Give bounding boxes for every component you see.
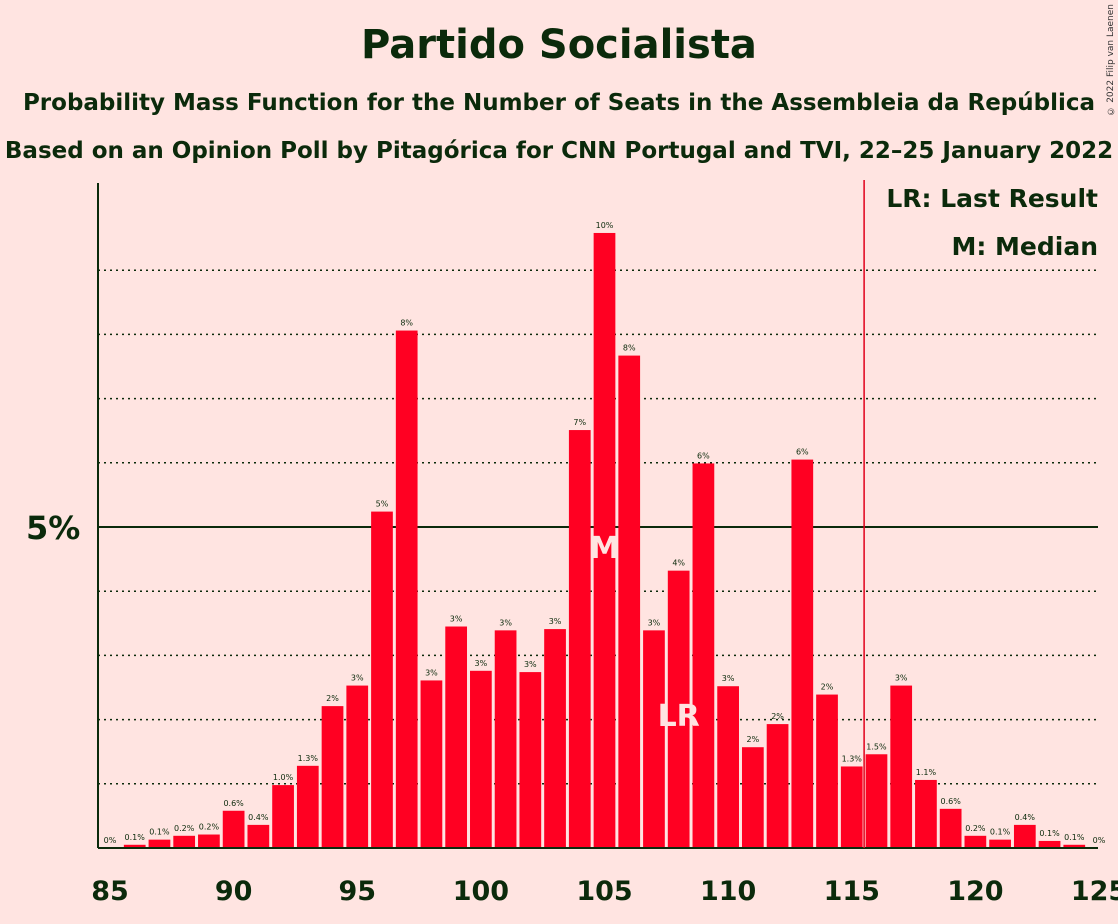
bar-seat-120 — [964, 835, 987, 848]
bar-seat-111 — [741, 747, 764, 848]
bar-seat-104 — [568, 430, 591, 848]
bar-label-seat-116: 1.5% — [866, 742, 887, 751]
bar-seat-92 — [272, 785, 294, 848]
bar-label-seat-102: 3% — [524, 660, 537, 669]
bar-seat-94 — [321, 706, 344, 848]
x-tick-label: 120 — [947, 876, 1003, 907]
bar-label-seat-92: 1.0% — [273, 773, 294, 782]
bar-label-seat-110: 3% — [722, 674, 735, 683]
y-tick-label: 5% — [26, 509, 80, 547]
bar-label-seat-113: 6% — [796, 448, 809, 457]
x-tick-label: 90 — [215, 876, 253, 907]
bar-seat-89 — [198, 834, 220, 848]
bar-label-seat-100: 3% — [475, 659, 488, 668]
x-tick-label: 105 — [576, 876, 632, 907]
last-result-marker: LR — [658, 699, 700, 734]
x-tick-label: 100 — [453, 876, 509, 907]
bar-label-seat-87: 0.1% — [149, 828, 170, 837]
bar-seat-99 — [445, 626, 468, 848]
bar-label-seat-97: 8% — [400, 319, 413, 328]
bar-label-seat-124: 0.1% — [1064, 833, 1085, 842]
bar-label-seat-95: 3% — [351, 674, 364, 683]
legend-last-result: LR: Last Result — [886, 184, 1098, 213]
bar-seat-90 — [222, 810, 245, 848]
bar-label-seat-117: 3% — [895, 674, 908, 683]
bar-label-seat-85: 0% — [104, 836, 117, 845]
bar-label-seat-98: 3% — [425, 668, 438, 677]
bar-seat-121 — [989, 839, 1011, 848]
legend-median: M: Median — [951, 232, 1098, 261]
chart-subtitle: Probability Mass Function for the Number… — [22, 90, 1096, 116]
bar-seat-101 — [494, 630, 517, 848]
bar-seat-107 — [643, 630, 665, 848]
bar-seat-118 — [915, 779, 937, 848]
bar-label-seat-119: 0.6% — [940, 797, 961, 806]
bar-seat-105 — [593, 232, 616, 849]
bar-label-seat-111: 2% — [746, 735, 759, 744]
bar-seat-102 — [519, 672, 542, 848]
bar-label-seat-90: 0.6% — [223, 799, 244, 808]
bar-label-seat-94: 2% — [326, 694, 339, 703]
bar-seat-88 — [173, 835, 196, 848]
bar-label-seat-121: 0.1% — [990, 828, 1011, 837]
bar-seat-113 — [791, 459, 814, 848]
x-tick-label: 95 — [338, 876, 376, 907]
bar-seat-106 — [618, 355, 641, 848]
bar-label-seat-120: 0.2% — [965, 824, 986, 833]
bar-label-seat-107: 3% — [648, 618, 661, 627]
bar-seat-116 — [865, 754, 888, 848]
bar-label-seat-93: 1.3% — [298, 754, 319, 763]
bar-label-seat-104: 7% — [573, 418, 586, 427]
bar-seat-108 — [667, 570, 690, 848]
bar-label-seat-118: 1.1% — [916, 768, 937, 777]
bar-seat-114 — [816, 694, 838, 848]
bar-label-seat-99: 3% — [450, 615, 463, 624]
bar-seat-109 — [692, 463, 715, 848]
bar-seat-95 — [346, 685, 369, 848]
x-tick-label: 125 — [1071, 876, 1118, 907]
bar-seat-124 — [1063, 844, 1086, 848]
bar-label-seat-96: 5% — [376, 500, 389, 509]
chart-subtitle-source: Based on an Opinion Poll by Pitagórica f… — [4, 138, 1114, 164]
bar-label-seat-108: 4% — [672, 559, 685, 568]
bar-label-seat-122: 0.4% — [1015, 813, 1036, 822]
median-marker: M — [590, 531, 620, 566]
bar-label-seat-91: 0.4% — [248, 813, 269, 822]
bar-seat-123 — [1038, 840, 1061, 848]
bar-seat-119 — [939, 808, 962, 848]
bar-seat-91 — [247, 824, 270, 848]
bar-seat-103 — [544, 629, 566, 848]
bar-seat-87 — [148, 839, 171, 848]
x-tick-label: 115 — [824, 876, 880, 907]
bar-seat-112 — [766, 724, 789, 848]
bar-label-seat-101: 3% — [499, 618, 512, 627]
chart-title: Partido Socialista — [361, 22, 757, 68]
x-tick-label: 85 — [91, 876, 129, 907]
bar-label-seat-86: 0.1% — [125, 833, 146, 842]
bar-label-seat-114: 2% — [821, 683, 834, 692]
bar-label-seat-109: 6% — [697, 451, 710, 460]
bar-seat-86 — [123, 844, 146, 848]
bar-seat-93 — [296, 765, 319, 848]
bar-label-seat-105: 10% — [596, 221, 614, 230]
bar-seat-122 — [1013, 824, 1036, 848]
bar-label-seat-103: 3% — [549, 617, 562, 626]
bar-seat-96 — [371, 511, 393, 848]
x-tick-label: 110 — [700, 876, 756, 907]
bar-seat-110 — [717, 686, 739, 848]
bar-label-seat-115: 1.3% — [842, 754, 863, 763]
bar-seat-117 — [890, 685, 913, 848]
bar-label-seat-106: 8% — [623, 344, 636, 353]
bar-seat-100 — [470, 670, 492, 848]
bar-seat-98 — [420, 680, 443, 848]
bar-label-seat-123: 0.1% — [1039, 829, 1060, 838]
bar-label-seat-125: 0% — [1093, 836, 1106, 845]
bar-seat-115 — [840, 766, 863, 848]
bar-label-seat-89: 0.2% — [199, 823, 220, 832]
bar-seat-97 — [395, 330, 418, 849]
bar-label-seat-88: 0.2% — [174, 824, 195, 833]
bar-label-seat-112: 2% — [771, 712, 784, 721]
